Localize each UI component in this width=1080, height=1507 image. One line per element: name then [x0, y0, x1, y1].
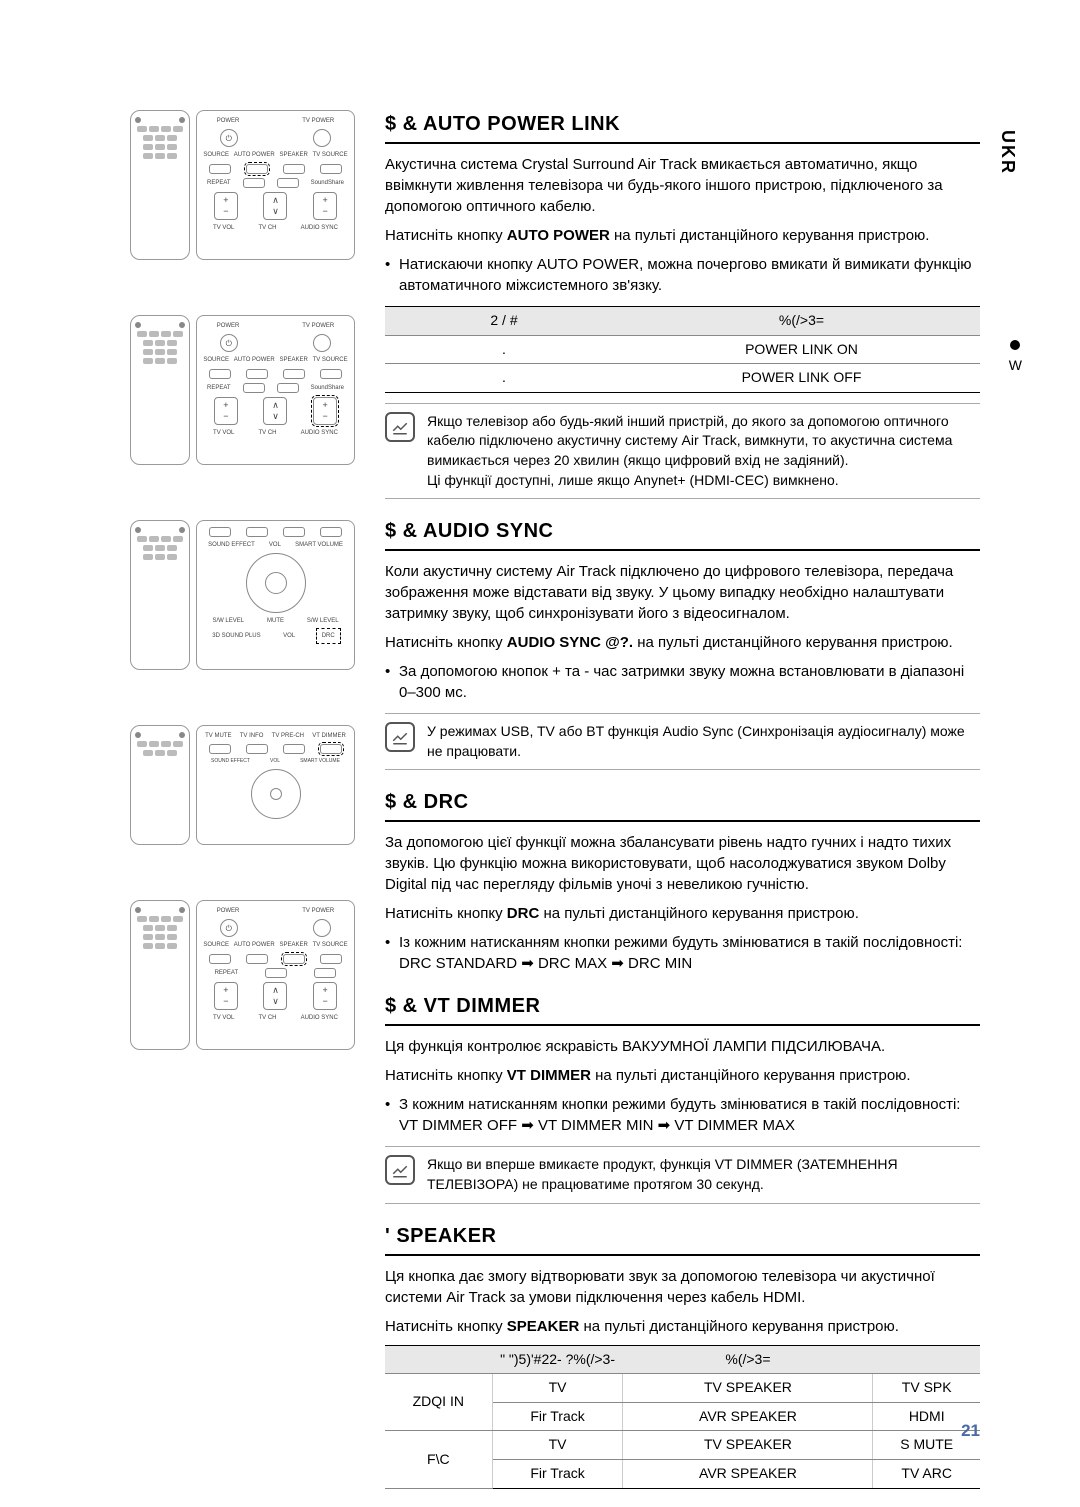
remote-diagram-autopower: POWERTV POWER ⏻ SOURCEAUTO POWERSPEAKERT… [130, 110, 355, 260]
remote-large-icon: POWERTV POWER ⏻ SOURCEAUTO POWERSPEAKERT… [196, 110, 355, 260]
note-text: У режимах USB, TV або BT функція Audio S… [427, 722, 980, 761]
page-number: 21 [961, 1419, 980, 1443]
section-title: ' SPEAKER [385, 1222, 980, 1256]
remote-large-icon: POWERTV POWER ⏻ SOURCEAUTO POWERSPEAKERT… [196, 900, 355, 1050]
label-repeat: REPEAT [207, 179, 231, 187]
table-cell: TV [492, 1374, 623, 1403]
bullet-list: З кожним натисканням кнопки режими будут… [385, 1094, 980, 1136]
note-block: У режимах USB, TV або BT функція Audio S… [385, 713, 980, 770]
body-text: Акустична система Crystal Surround Air T… [385, 154, 980, 217]
table-cell: ZDQI IN [385, 1374, 492, 1431]
side-language-tab: UKR [995, 130, 1020, 175]
remote-mini-icon [130, 900, 190, 1050]
body-text: Ця кнопка дає змогу відтворювати звук за… [385, 1266, 980, 1308]
table-cell: POWER LINK ON [623, 335, 980, 364]
remote-mini-icon [130, 315, 190, 465]
table-header: %(/>3= [623, 307, 980, 336]
list-item: Натискаючи кнопку AUTO POWER, можна поче… [385, 254, 980, 296]
table-cell: F\C [385, 1431, 492, 1488]
note-icon [385, 412, 415, 442]
list-item: Із кожним натисканням кнопки режими буду… [385, 932, 980, 974]
label-tvch: TV CH [258, 224, 276, 232]
side-marker: W [1009, 340, 1022, 376]
table-cell: AVR SPEAKER [623, 1402, 873, 1431]
label-tvsource: TV SOURCE [313, 151, 348, 159]
side-dot-icon [1010, 340, 1020, 350]
note-block: Якщо телевізор або будь-який інший прист… [385, 403, 980, 499]
table-cell: TV ARC [873, 1459, 980, 1488]
bullet-list: Натискаючи кнопку AUTO POWER, можна поче… [385, 254, 980, 296]
label-source: SOURCE [203, 151, 229, 159]
note-icon [385, 1155, 415, 1185]
table-header [873, 1345, 980, 1374]
body-text: Натисніть кнопку AUTO POWER на пульті ди… [385, 225, 980, 246]
table-header: " ")5)'#22- ?%(/>3- [492, 1345, 623, 1374]
table-cell: . [385, 335, 623, 364]
remote-large-icon: TV MUTETV INFOTV PRE-CHVT DIMMER SOUND E… [196, 725, 355, 845]
body-text: Коли акустичну систему Air Track підключ… [385, 561, 980, 624]
remote-mini-icon [130, 725, 190, 845]
section-title: $ & AUDIO SYNC [385, 517, 980, 551]
body-text: Натисніть кнопку AUDIO SYNC @?. на пульт… [385, 632, 980, 653]
list-item: З кожним натисканням кнопки режими будут… [385, 1094, 980, 1136]
table-cell: Fir Track [492, 1459, 623, 1488]
remote-diagram-drc: SOUND EFFECTVOLSMART VOLUME S/W LEVELMUT… [130, 520, 355, 670]
bullet-list: За допомогою кнопок + та - час затримки … [385, 661, 980, 703]
body-text: Натисніть кнопку VT DIMMER на пульті дис… [385, 1065, 980, 1086]
section-title: $ & DRC [385, 788, 980, 822]
section-title: $ & VT DIMMER [385, 992, 980, 1026]
body-text: Ця функція контролює яскравість ВАКУУМНО… [385, 1036, 980, 1057]
label-audiosync: AUDIO SYNC [301, 224, 338, 232]
label-speaker: SPEAKER [279, 151, 307, 159]
section-speaker: ' SPEAKER Ця кнопка дає змогу відтворюва… [385, 1222, 980, 1489]
table-cell: POWER LINK OFF [623, 364, 980, 393]
diagram-column: POWERTV POWER ⏻ SOURCEAUTO POWERSPEAKERT… [130, 110, 355, 1507]
body-text: За допомогою цієї функції можна збалансу… [385, 832, 980, 895]
power-link-table: 2 / # %(/>3= . POWER LINK ON . POWER LIN… [385, 306, 980, 393]
table-cell: AVR SPEAKER [623, 1459, 873, 1488]
speaker-table: " ")5)'#22- ?%(/>3- %(/>3= ZDQI IN TV TV… [385, 1345, 980, 1489]
remote-diagram-vtdimmer: TV MUTETV INFOTV PRE-CHVT DIMMER SOUND E… [130, 725, 355, 845]
table-cell: Fir Track [492, 1402, 623, 1431]
section-audio-sync: $ & AUDIO SYNC Коли акустичну систему Ai… [385, 517, 980, 770]
table-cell: TV SPEAKER [623, 1374, 873, 1403]
label-autopower: AUTO POWER [234, 151, 275, 159]
note-icon [385, 722, 415, 752]
label-tvpower: TV POWER [302, 117, 334, 125]
table-cell: TV SPEAKER [623, 1431, 873, 1460]
section-drc: $ & DRC За допомогою цієї функції можна … [385, 788, 980, 974]
table-header: 2 / # [385, 307, 623, 336]
section-auto-power-link: $ & AUTO POWER LINK Акустична система Cr… [385, 110, 980, 499]
label-tvvol: TV VOL [213, 224, 234, 232]
remote-mini-icon [130, 520, 190, 670]
table-cell: TV SPK [873, 1374, 980, 1403]
remote-large-icon: POWERTV POWER ⏻ SOURCEAUTO POWERSPEAKERT… [196, 315, 355, 465]
label-power: POWER [217, 117, 240, 125]
side-marker-letter: W [1009, 356, 1022, 376]
remote-mini-icon [130, 110, 190, 260]
section-vt-dimmer: $ & VT DIMMER Ця функція контролює яскра… [385, 992, 980, 1203]
table-header [385, 1345, 492, 1374]
remote-diagram-speaker: POWERTV POWER ⏻ SOURCEAUTO POWERSPEAKERT… [130, 900, 355, 1050]
bullet-list: Із кожним натисканням кнопки режими буду… [385, 932, 980, 974]
table-header: %(/>3= [623, 1345, 873, 1374]
note-block: Якщо ви вперше вмикаєте продукт, функція… [385, 1146, 980, 1203]
table-cell: . [385, 364, 623, 393]
remote-large-icon: SOUND EFFECTVOLSMART VOLUME S/W LEVELMUT… [196, 520, 355, 670]
table-cell: TV [492, 1431, 623, 1460]
note-text: Якщо телевізор або будь-який інший прист… [427, 412, 980, 490]
section-title: $ & AUTO POWER LINK [385, 110, 980, 144]
content-column: $ & AUTO POWER LINK Акустична система Cr… [385, 110, 980, 1507]
body-text: Натисніть кнопку DRC на пульті дистанцій… [385, 903, 980, 924]
note-text: Якщо ви вперше вмикаєте продукт, функція… [427, 1155, 980, 1194]
remote-diagram-audiosync: POWERTV POWER ⏻ SOURCEAUTO POWERSPEAKERT… [130, 315, 355, 465]
label-soundshare: SoundShare [311, 179, 344, 187]
body-text: Натисніть кнопку SPEAKER на пульті диста… [385, 1316, 980, 1337]
list-item: За допомогою кнопок + та - час затримки … [385, 661, 980, 703]
